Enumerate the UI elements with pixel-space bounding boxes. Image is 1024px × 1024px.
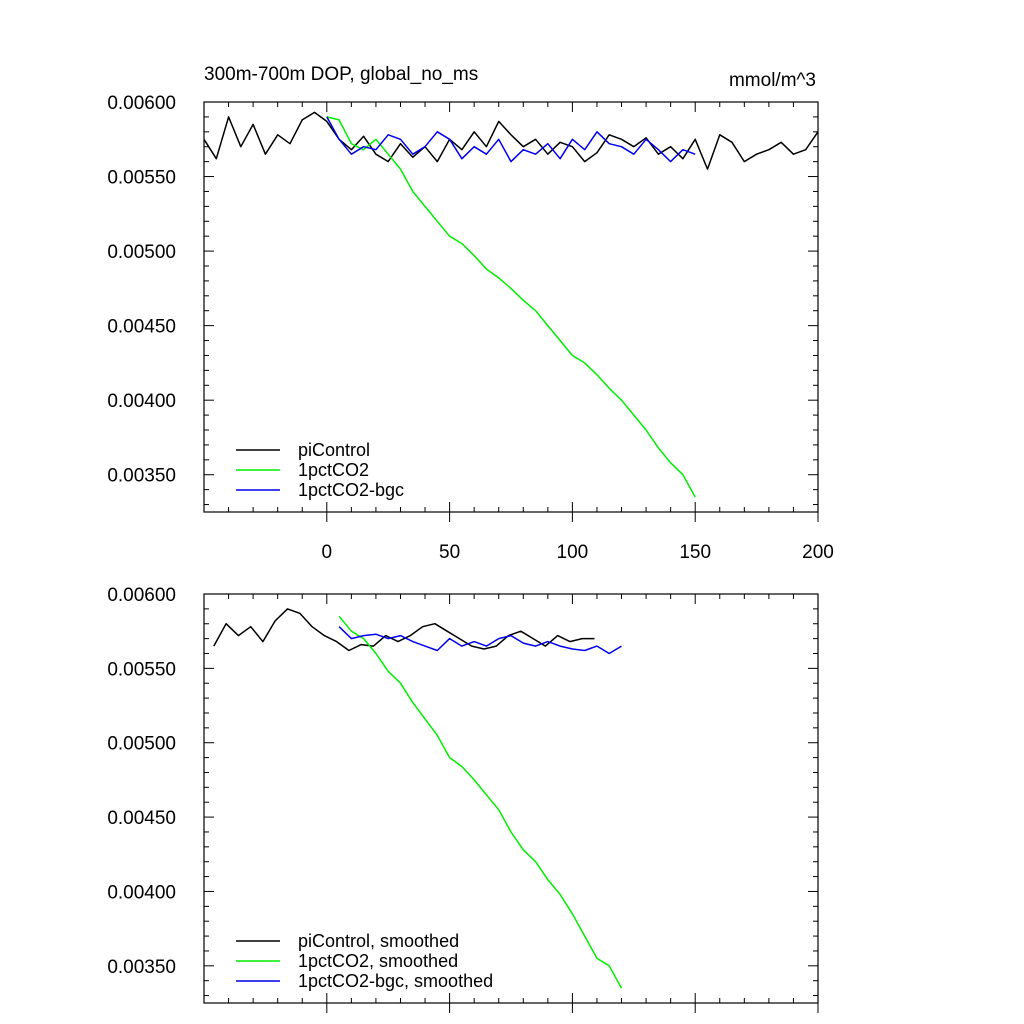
legend-label: 1pctCO2	[298, 460, 369, 480]
y-tick-label: 0.00450	[107, 808, 176, 829]
y-tick-label: 0.00400	[107, 882, 176, 903]
chart-title: 300m-700m DOP, global_no_ms	[204, 64, 478, 85]
series-line-3	[338, 626, 622, 655]
legend-label: piControl	[298, 440, 370, 460]
y-tick-label: 0.00350	[107, 466, 176, 487]
series-line-1	[204, 111, 818, 170]
series-line-1	[213, 608, 595, 652]
legend-label: 1pctCO2-bgc	[298, 480, 404, 500]
y-tick-label: 0.00450	[107, 317, 176, 338]
legend-label: 1pctCO2, smoothed	[298, 951, 458, 971]
chart-panel-2: 0.00600 0.00550 0.00500 0.00450 0.00400 0.003…	[107, 585, 819, 1013]
y-tick-label: 0.00550	[107, 168, 176, 189]
y-tick-label: 0.00400	[107, 391, 176, 412]
plot-frame	[203, 593, 819, 1004]
legend-label: 1pctCO2-bgc, smoothed	[298, 971, 493, 991]
x-tick-label: 150	[679, 542, 711, 563]
y-tick-label: 0.00600	[107, 585, 176, 606]
chart-panel-1: 0.00600 0.00550 0.00500 0.00450 0.00400 0.003…	[107, 64, 834, 563]
series-line-2	[326, 116, 696, 498]
x-tick-label: 0	[322, 542, 333, 563]
y-tick-label: 0.00600	[107, 93, 176, 114]
x-tick-label: 200	[802, 542, 834, 563]
y-tick-label: 0.00500	[107, 734, 176, 755]
y-tick-label: 0.00550	[107, 659, 176, 680]
y-tick-label: 0.00350	[107, 957, 176, 978]
units-label: mmol/m^3	[729, 70, 816, 91]
legend-label: piControl, smoothed	[298, 931, 459, 951]
series-line-3	[326, 116, 696, 163]
x-tick-label: 100	[557, 542, 589, 563]
y-tick-label: 0.00500	[107, 242, 176, 263]
x-tick-label: 50	[439, 542, 460, 563]
plot-frame	[203, 101, 819, 513]
series-line-2	[338, 615, 623, 989]
